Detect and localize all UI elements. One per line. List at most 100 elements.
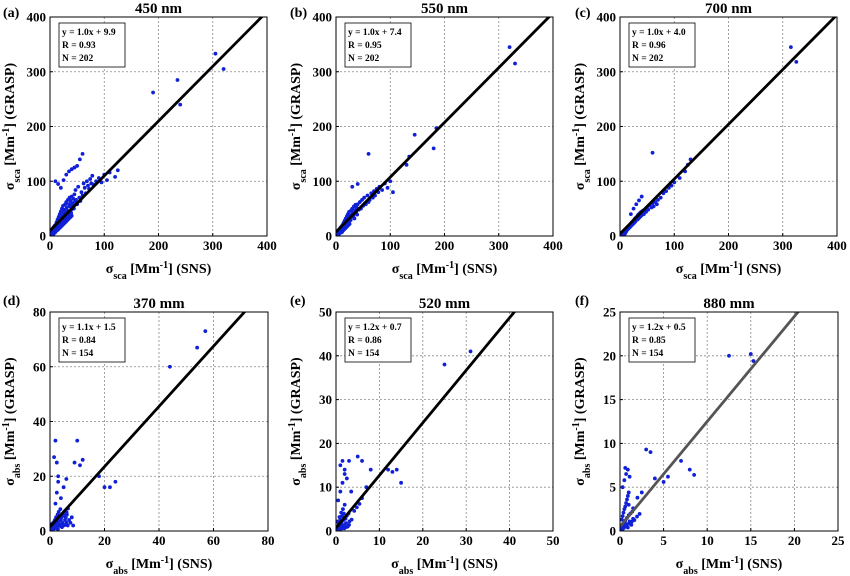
scatter-point xyxy=(341,507,345,511)
scatter-point xyxy=(352,508,357,513)
x-tick-label: 50 xyxy=(547,533,560,548)
axis-label-superscript: -1 xyxy=(160,260,168,271)
stats-line: y = 1.0x + 4.0 xyxy=(632,28,686,38)
scatter-point xyxy=(651,204,656,209)
scatter-point xyxy=(53,501,58,506)
y-tick-label: 300 xyxy=(313,64,333,79)
axis-label-superscript: -1 xyxy=(1,422,12,430)
y-tick-label: 60 xyxy=(33,359,46,374)
axis-label-subscript: sca xyxy=(399,271,412,282)
chart-panel-3: 0 100 200 300 400 0 100 200 300 400 y = 1.0x + 4.0… xyxy=(571,1,847,282)
y-tick-label: 400 xyxy=(27,10,47,25)
scatter-point xyxy=(355,454,360,459)
scatter-point xyxy=(646,207,651,212)
scatter-point xyxy=(195,345,200,350)
scatter-point xyxy=(102,485,107,490)
scatter-point xyxy=(151,90,155,95)
scatter-point xyxy=(71,523,76,528)
x-tick-label: 0 xyxy=(47,533,54,548)
scatter-point xyxy=(108,485,112,490)
scatter-point xyxy=(86,183,90,188)
axis-label-symbol: σ xyxy=(289,478,304,486)
axis-label-source: ] (SNS) xyxy=(169,557,213,572)
scatter-point xyxy=(74,197,78,202)
x-tick-label: 40 xyxy=(153,533,166,548)
scatter-point xyxy=(399,480,403,485)
scatter-point xyxy=(355,182,360,186)
panel-title: 550 nm xyxy=(421,1,469,17)
scatter-point xyxy=(623,466,628,470)
axis-label-unit: [Mm xyxy=(289,136,304,169)
axes-frame xyxy=(619,16,838,237)
scatter-point xyxy=(54,460,59,465)
scatter-point xyxy=(80,151,85,156)
panel-title: 450 nm xyxy=(135,1,183,17)
scatter-point xyxy=(624,472,629,476)
scatter-point xyxy=(69,213,74,218)
y-tick-label: 40 xyxy=(319,348,332,363)
axis-label-unit: [Mm xyxy=(3,430,18,463)
y-tick-label: 100 xyxy=(27,174,47,189)
axis-label-source: ] (GRASP) xyxy=(3,357,18,422)
axis-label-subscript: abs xyxy=(113,566,128,576)
scatter-point xyxy=(58,185,63,190)
scatter-point xyxy=(73,188,78,192)
axis-label-unit: [Mm xyxy=(573,136,588,169)
scatter-point xyxy=(50,527,54,531)
y-tick-label: 400 xyxy=(597,10,617,25)
scatter-point xyxy=(56,182,61,186)
axis-label-unit: [Mm xyxy=(413,262,446,277)
y-tick-label: 30 xyxy=(319,392,332,407)
chart-panel-1: 0 100 200 300 400 0 100 200 300 400 y = 1.0x + 9.9… xyxy=(1,1,277,282)
panel-letter: (a) xyxy=(3,6,20,21)
axis-label-subscript: abs xyxy=(12,464,23,479)
y-tick-label: 10 xyxy=(603,436,616,451)
scatter-point xyxy=(178,102,183,107)
scatter-point xyxy=(80,457,85,462)
y-tick-label: 0 xyxy=(610,524,617,539)
stats-line: R = 0.86 xyxy=(348,336,382,346)
scatter-point xyxy=(628,212,633,217)
scatter-point xyxy=(679,459,683,463)
scatter-point xyxy=(338,463,343,468)
scatter-point xyxy=(637,512,642,516)
scatter-point xyxy=(394,467,399,472)
stats-line: N = 154 xyxy=(348,349,380,359)
y-tick-label: 200 xyxy=(27,119,47,134)
stats-line: y = 1.2x + 0.5 xyxy=(632,323,686,333)
axis-label-superscript: -1 xyxy=(730,260,738,271)
axis-label-subscript: abs xyxy=(582,464,593,479)
scatter-point xyxy=(625,494,630,498)
x-tick-label: 100 xyxy=(381,238,401,253)
y-axis-label: σsca [Mm-1] (GRASP) xyxy=(1,63,23,191)
scatter-point xyxy=(61,178,66,183)
scatter-point xyxy=(61,513,66,518)
x-tick-label: 80 xyxy=(262,533,275,548)
axes-frame xyxy=(49,311,269,532)
x-tick-label: 200 xyxy=(149,238,169,253)
scatter-point xyxy=(390,469,395,474)
scatter-point xyxy=(61,485,66,490)
scatter-series xyxy=(50,51,226,236)
y-tick-label: 20 xyxy=(603,348,616,363)
scatter-point xyxy=(634,202,639,207)
axis-label-unit: [Mm xyxy=(128,557,161,572)
y-tick-label: 5 xyxy=(610,480,617,495)
y-axis-label: σabs [Mm-1] (GRASP) xyxy=(1,357,23,486)
axis-label-symbol: σ xyxy=(106,557,114,572)
scatter-point xyxy=(620,514,625,519)
y-axis-label: σabs [Mm-1] (GRASP) xyxy=(287,357,309,486)
scatter-point xyxy=(52,455,56,459)
scatter-point xyxy=(64,477,69,481)
stats-box xyxy=(58,22,126,68)
x-tick-label: 200 xyxy=(719,238,739,253)
y-tick-label: 100 xyxy=(597,174,617,189)
x-tick-label: 15 xyxy=(744,533,758,548)
stats-line: R = 0.84 xyxy=(62,336,96,346)
panel-title: 700 nm xyxy=(705,1,753,17)
scatter-point xyxy=(366,151,371,156)
x-tick-label: 100 xyxy=(665,238,685,253)
scatter-point xyxy=(365,193,370,198)
chart-panel-2: 0 100 200 300 400 0 100 200 300 400 y = 1.0x + 7.4… xyxy=(287,1,563,282)
